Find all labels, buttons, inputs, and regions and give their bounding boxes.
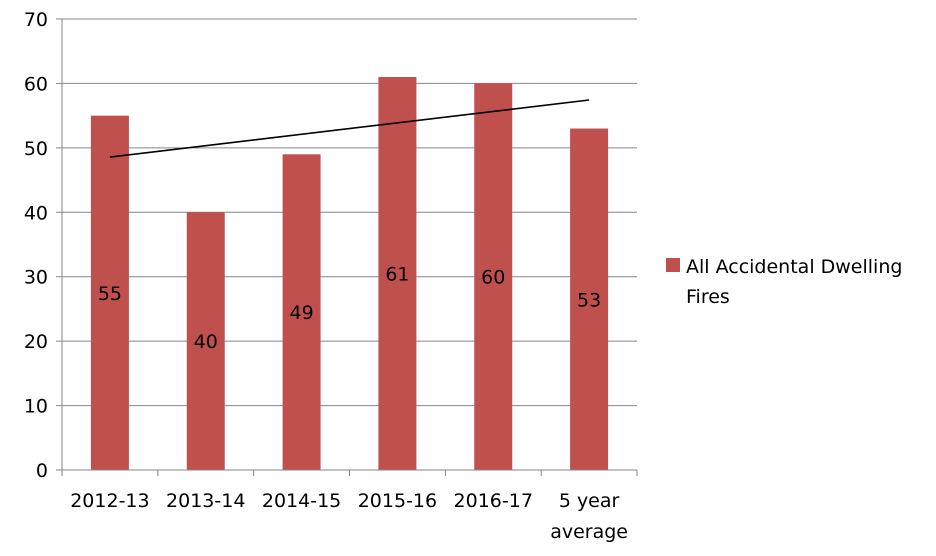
y-tick-label: 70 [24, 9, 48, 31]
axes [61, 19, 638, 476]
bar [474, 83, 513, 470]
trendline-line [109, 99, 590, 158]
bar [90, 115, 129, 471]
x-tick-label: 2016-17 [454, 490, 533, 512]
gridlines [56, 18, 637, 471]
legend: All Accidental Dwelling Fires [666, 252, 936, 312]
x-tick-label: 5 year [559, 490, 620, 512]
x-axis-tick-labels: 2012-13 2013-14 2014-15 2015-16 2016-17 5 yea… [70, 490, 628, 543]
x-tick-label: 2015-16 [358, 490, 437, 512]
y-tick-label: 30 [24, 267, 48, 289]
data-label: 60 [481, 267, 505, 289]
bar [570, 128, 609, 470]
trendline [109, 99, 590, 158]
x-tick-label: 2014-15 [262, 490, 341, 512]
legend-label: All Accidental Dwelling Fires [686, 256, 903, 308]
x-tick-label: 2012-13 [70, 490, 149, 512]
y-tick-label: 10 [24, 396, 48, 418]
y-tick-label: 60 [24, 73, 48, 95]
x-tick-label: 2013-14 [166, 490, 245, 512]
data-label: 53 [577, 289, 601, 311]
bar [186, 212, 225, 471]
bar [378, 76, 417, 470]
legend-swatch [666, 258, 680, 272]
y-tick-label: 0 [36, 460, 48, 482]
data-label: 49 [289, 302, 313, 324]
y-tick-label: 50 [24, 138, 48, 160]
data-label: 40 [194, 331, 218, 353]
y-tick-label: 20 [24, 331, 48, 353]
data-label: 61 [385, 263, 409, 285]
data-label: 55 [98, 283, 122, 305]
bars [90, 76, 609, 471]
bar [282, 154, 321, 471]
y-axis-tick-labels: 0 10 20 30 40 50 60 70 [24, 9, 48, 482]
data-labels: 55 40 49 61 60 53 [98, 263, 601, 353]
y-tick-label: 40 [24, 202, 48, 224]
x-tick-label: average [550, 521, 628, 543]
